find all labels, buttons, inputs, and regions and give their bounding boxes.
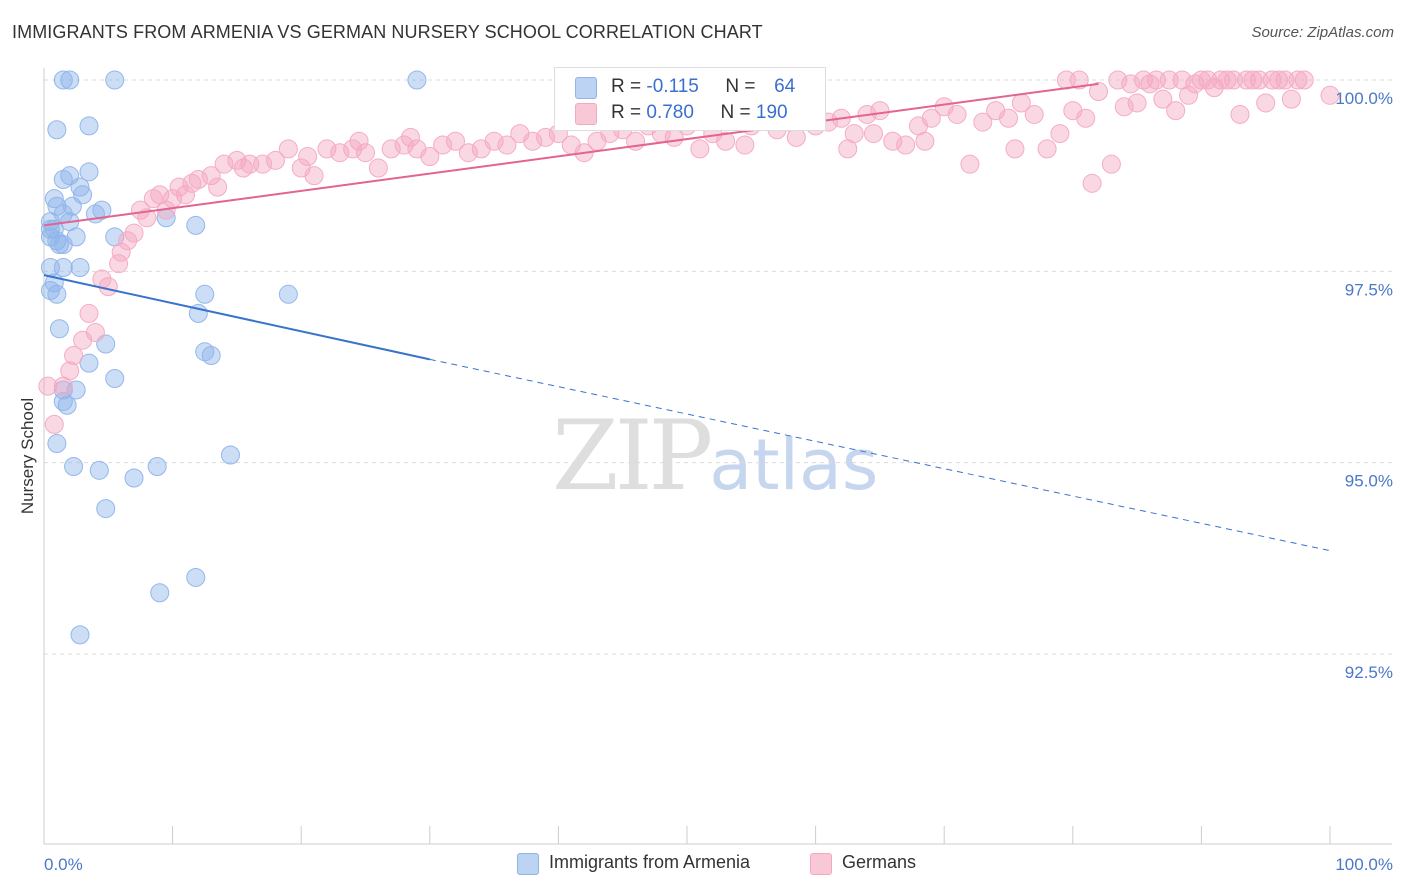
point-germans <box>1128 94 1146 112</box>
point-armenia <box>80 117 98 135</box>
point-armenia <box>71 259 89 277</box>
correlation-legend: R = -0.115 N = 64 R = 0.780 N = 190 <box>554 67 826 131</box>
legend-n-germans: 190 <box>756 102 788 123</box>
scatter-chart: 100.0% 97.5% 95.0% 92.5% 0.0% 100.0% <box>0 0 1406 892</box>
point-armenia <box>48 121 66 139</box>
legend-r-label: R = <box>611 76 641 97</box>
point-germans <box>948 105 966 123</box>
point-germans <box>299 148 317 166</box>
x-tick-label: 100.0% <box>1335 855 1393 874</box>
point-germans <box>1083 174 1101 192</box>
point-germans <box>916 132 934 150</box>
point-germans <box>1122 75 1140 93</box>
point-germans <box>1006 140 1024 158</box>
point-armenia <box>106 71 124 89</box>
point-germans <box>864 125 882 143</box>
point-armenia <box>151 584 169 602</box>
bottom-legend-swatch-germans <box>810 853 832 875</box>
bottom-legend-swatch-armenia <box>517 853 539 875</box>
point-germans <box>1102 155 1120 173</box>
point-germans <box>1147 71 1165 89</box>
point-armenia <box>187 216 205 234</box>
point-germans <box>209 178 227 196</box>
legend-swatch-germans <box>575 103 597 125</box>
point-germans <box>305 167 323 185</box>
point-armenia <box>71 626 89 644</box>
point-armenia <box>125 469 143 487</box>
bottom-legend-label-germans: Germans <box>842 852 916 873</box>
trend-line-armenia-extension <box>430 359 1330 550</box>
legend-r-germans: 0.780 <box>646 102 694 123</box>
point-germans <box>357 144 375 162</box>
point-germans <box>787 128 805 146</box>
tick-labels: 100.0% 97.5% 95.0% 92.5% 0.0% 100.0% <box>44 89 1393 874</box>
legend-n-label-2: N = <box>721 102 751 123</box>
point-armenia <box>202 347 220 365</box>
point-germans <box>1231 105 1249 123</box>
y-tick-label: 92.5% <box>1345 663 1393 682</box>
point-germans <box>691 140 709 158</box>
legend-r-label-2: R = <box>611 102 641 123</box>
point-armenia <box>221 446 239 464</box>
point-germans <box>1077 109 1095 127</box>
point-armenia <box>148 457 166 475</box>
point-germans <box>1038 140 1056 158</box>
point-armenia <box>58 396 76 414</box>
point-germans <box>99 278 117 296</box>
point-armenia <box>50 320 68 338</box>
point-armenia <box>48 435 66 453</box>
axes <box>44 68 1392 844</box>
point-armenia <box>65 457 83 475</box>
point-germans <box>736 136 754 154</box>
point-germans <box>125 224 143 242</box>
point-germans <box>1289 71 1307 89</box>
point-armenia <box>408 71 426 89</box>
point-germans <box>961 155 979 173</box>
y-tick-label: 97.5% <box>1345 280 1393 299</box>
point-germans <box>1282 90 1300 108</box>
point-germans <box>1051 125 1069 143</box>
point-germans <box>86 324 104 342</box>
y-tick-label: 100.0% <box>1335 89 1393 108</box>
point-germans <box>871 102 889 120</box>
point-germans <box>1025 105 1043 123</box>
legend-n-label: N = <box>725 76 755 97</box>
point-germans <box>369 159 387 177</box>
legend-swatch-armenia <box>575 77 597 99</box>
legend-n-armenia: 64 <box>774 76 795 97</box>
point-germans <box>839 140 857 158</box>
y-tick-label: 95.0% <box>1345 472 1393 491</box>
point-germans <box>45 415 63 433</box>
x-tick-label: 0.0% <box>44 855 83 874</box>
point-armenia <box>279 285 297 303</box>
point-armenia <box>48 285 66 303</box>
legend-r-armenia: -0.115 <box>646 76 698 97</box>
data-points <box>39 71 1339 644</box>
point-germans <box>1257 94 1275 112</box>
point-germans <box>897 136 915 154</box>
point-armenia <box>97 500 115 518</box>
bottom-legend-label-armenia: Immigrants from Armenia <box>549 852 750 873</box>
point-germans <box>80 304 98 322</box>
point-armenia <box>61 71 79 89</box>
point-germans <box>1000 109 1018 127</box>
point-armenia <box>196 285 214 303</box>
point-germans <box>279 140 297 158</box>
point-armenia <box>187 568 205 586</box>
point-armenia <box>54 236 72 254</box>
point-armenia <box>106 369 124 387</box>
point-germans <box>1167 102 1185 120</box>
point-armenia <box>90 461 108 479</box>
